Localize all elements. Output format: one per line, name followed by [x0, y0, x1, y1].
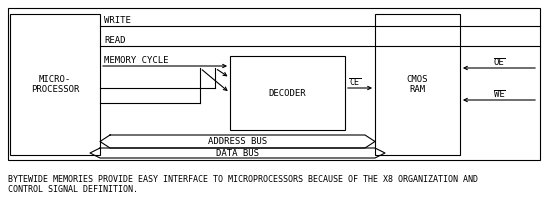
Text: OE: OE	[494, 58, 505, 67]
Text: CE: CE	[349, 78, 359, 87]
Text: ADDRESS BUS: ADDRESS BUS	[208, 137, 267, 146]
Text: WE: WE	[494, 90, 505, 99]
Text: PROCESSOR: PROCESSOR	[31, 85, 79, 94]
Text: READ: READ	[104, 36, 126, 45]
Text: CMOS: CMOS	[407, 75, 428, 84]
Bar	[375, 14, 460, 155]
Bar	[10, 14, 100, 155]
Text: DATA BUS: DATA BUS	[216, 148, 259, 158]
Text: DECODER: DECODER	[268, 89, 306, 97]
Text: WRITE: WRITE	[104, 16, 131, 25]
Text: MICRO-: MICRO-	[39, 75, 71, 84]
Bar	[230, 56, 345, 130]
Text: BYTEWIDE MEMORIES PROVIDE EASY INTERFACE TO MICROPROCESSORS BECAUSE OF THE X8 OR: BYTEWIDE MEMORIES PROVIDE EASY INTERFACE…	[8, 175, 478, 194]
Text: RAM: RAM	[410, 85, 425, 94]
Bar	[8, 8, 540, 160]
Text: MEMORY CYCLE: MEMORY CYCLE	[104, 56, 169, 65]
